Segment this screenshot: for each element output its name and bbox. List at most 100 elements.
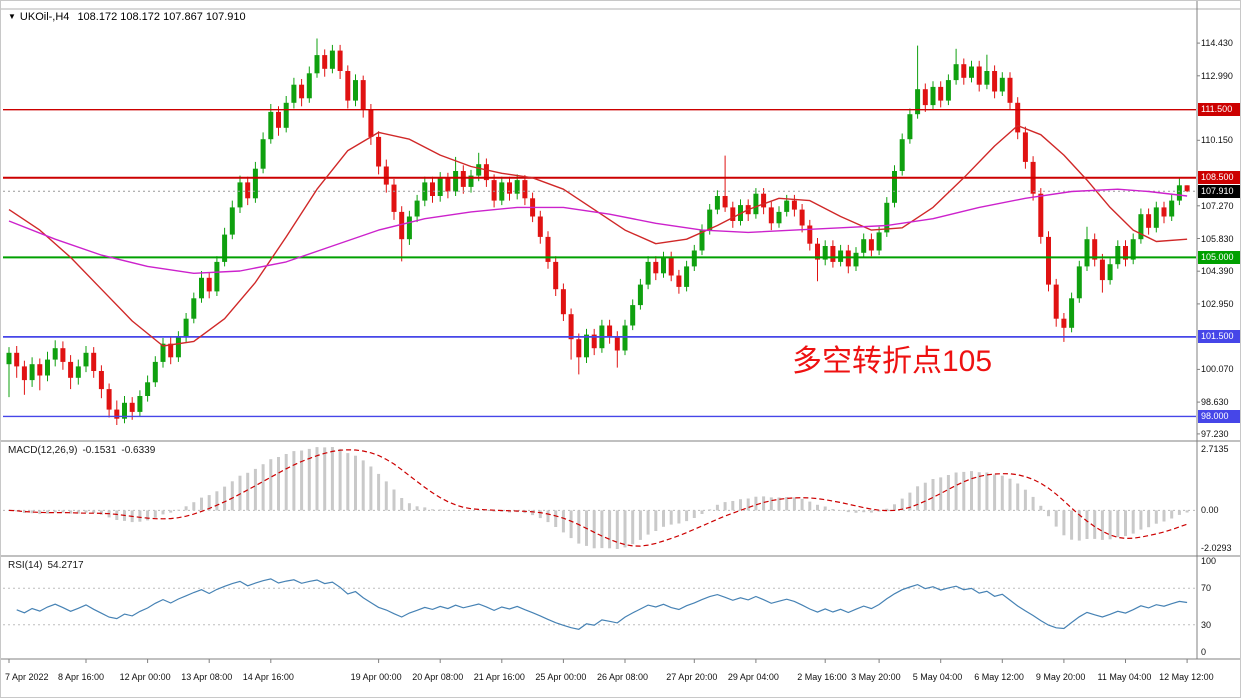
candle bbox=[1069, 298, 1075, 328]
rsi-axis-label: 0 bbox=[1201, 647, 1207, 657]
time-axis[interactable]: 7 Apr 2022 8 Apr 16:00 12 Apr 00:00 13 Apr … bbox=[1, 660, 1240, 697]
rsi-axis-label: 30 bbox=[1201, 619, 1212, 630]
candle bbox=[345, 71, 351, 101]
candle bbox=[776, 211, 782, 224]
candle bbox=[514, 180, 520, 194]
time-axis-label: 9 May 20:00 bbox=[1035, 672, 1086, 682]
candle bbox=[1161, 207, 1167, 217]
candle bbox=[553, 261, 559, 290]
time-axis-label: 13 Apr 08:00 bbox=[181, 672, 233, 682]
candle bbox=[322, 55, 328, 69]
candle bbox=[938, 86, 944, 101]
candle bbox=[868, 239, 874, 251]
candle bbox=[822, 246, 828, 260]
candle bbox=[383, 166, 389, 185]
time-axis-label: 20 Apr 08:00 bbox=[412, 672, 464, 682]
chart-menu-icon: ▼ bbox=[8, 12, 16, 21]
candle bbox=[1061, 318, 1067, 328]
candle bbox=[414, 200, 420, 217]
price-level-badge: 105.000 bbox=[1198, 250, 1240, 264]
annotation-text[interactable]: 多空转折点105 bbox=[792, 345, 993, 378]
last-price-badge: 107.910 bbox=[1198, 184, 1240, 198]
candle bbox=[468, 175, 474, 187]
candle bbox=[768, 207, 774, 224]
macd-signal-line bbox=[8, 449, 1188, 547]
time-axis-label: 12 Apr 00:00 bbox=[119, 672, 171, 682]
candle bbox=[52, 348, 58, 360]
candle bbox=[237, 182, 243, 208]
price-axis-label: 105.830 bbox=[1201, 233, 1234, 244]
candle bbox=[815, 243, 820, 260]
candle bbox=[607, 325, 613, 337]
candle bbox=[191, 298, 197, 319]
time-axis-label: 27 Apr 20:00 bbox=[666, 672, 718, 682]
macd-histogram bbox=[15, 447, 1189, 549]
candle bbox=[1046, 236, 1051, 285]
candle bbox=[91, 352, 97, 371]
macd-signal-value: -0.6339 bbox=[121, 445, 156, 456]
candle bbox=[622, 325, 628, 351]
candle bbox=[276, 111, 281, 128]
candle bbox=[460, 171, 466, 187]
candle bbox=[245, 182, 251, 199]
candle bbox=[668, 257, 674, 276]
ohlc-values: 108.172 108.172 107.867 107.910 bbox=[77, 11, 246, 23]
candle bbox=[537, 216, 543, 237]
time-axis-label: 7 Apr 2022 bbox=[5, 672, 49, 682]
candle bbox=[137, 396, 143, 412]
candle bbox=[483, 164, 489, 181]
candle bbox=[1169, 200, 1175, 217]
time-axis-label: 3 May 20:00 bbox=[851, 672, 901, 682]
candle bbox=[922, 89, 928, 106]
candle bbox=[229, 207, 235, 235]
candle bbox=[360, 80, 366, 110]
candle bbox=[1007, 77, 1013, 103]
candle bbox=[6, 352, 12, 365]
candle bbox=[183, 318, 189, 337]
price-axis-label: 104.390 bbox=[1201, 266, 1234, 277]
candle bbox=[114, 409, 120, 419]
candle bbox=[861, 239, 867, 253]
candle bbox=[1115, 246, 1121, 265]
time-axis-label: 21 Apr 16:00 bbox=[473, 672, 525, 682]
macd-indicator-label: MACD(12,26,9) -0.1531 -0.6339 bbox=[8, 445, 160, 456]
candle bbox=[353, 80, 358, 101]
panel-separators[interactable] bbox=[1, 1, 1241, 660]
macd-axis-zero: 0.00 bbox=[1201, 505, 1219, 516]
candle bbox=[876, 232, 882, 251]
time-axis-label: 6 May 12:00 bbox=[974, 672, 1024, 682]
candle bbox=[761, 193, 767, 208]
time-axis-label: 29 Apr 04:00 bbox=[727, 672, 779, 682]
candle bbox=[661, 257, 666, 274]
price-axis[interactable]: 114.430 112.990 110.150 107.270 105.830 104.3… bbox=[1198, 1, 1240, 659]
price-level-badge: 98.000 bbox=[1198, 409, 1240, 423]
candle bbox=[306, 73, 312, 99]
candle bbox=[830, 246, 836, 262]
candle bbox=[999, 77, 1005, 92]
candle bbox=[29, 364, 35, 381]
candle bbox=[75, 366, 81, 378]
candle bbox=[1107, 264, 1113, 281]
time-axis-label: 11 May 04:00 bbox=[1097, 672, 1152, 682]
candle bbox=[961, 64, 967, 78]
macd-main-value: -0.1531 bbox=[82, 445, 117, 456]
rsi-value: 54.2717 bbox=[47, 560, 84, 571]
candle bbox=[122, 402, 127, 419]
candle bbox=[969, 66, 974, 78]
time-axis-label: 8 Apr 16:00 bbox=[58, 672, 105, 682]
candle bbox=[314, 55, 320, 74]
candle bbox=[630, 305, 636, 326]
price-level-badge: 108.500 bbox=[1198, 171, 1240, 185]
candle bbox=[445, 177, 451, 192]
candle bbox=[576, 339, 582, 358]
candle bbox=[791, 200, 797, 210]
level-lines[interactable] bbox=[3, 108, 1196, 418]
candle bbox=[884, 202, 890, 233]
candle bbox=[507, 182, 512, 194]
candle bbox=[807, 225, 813, 244]
candle bbox=[214, 261, 220, 292]
candle bbox=[491, 180, 497, 201]
ma-slow-line bbox=[8, 188, 1188, 274]
price-axis-label: 112.990 bbox=[1201, 70, 1233, 81]
